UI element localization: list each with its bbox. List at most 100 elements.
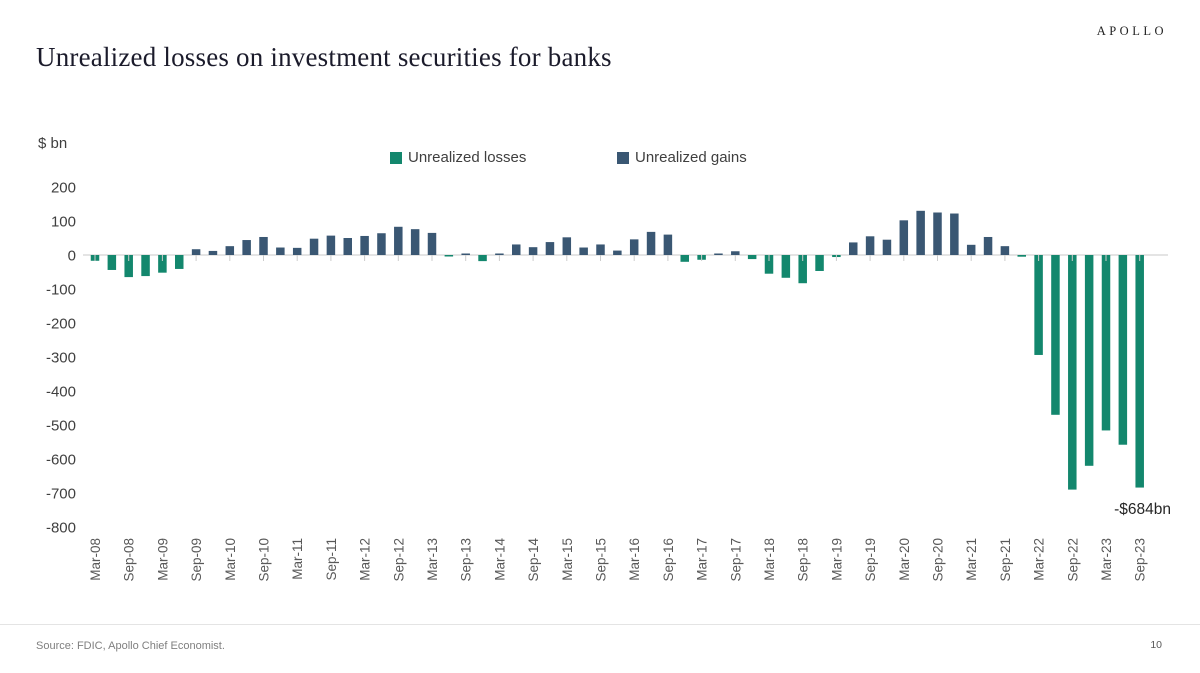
x-tick-label: Mar-13: [425, 538, 440, 581]
x-tick-label: Sep-15: [594, 538, 609, 582]
bar-Mar-11: [292, 247, 302, 255]
x-tick-label: Mar-09: [155, 538, 170, 581]
bar-Mar-16: [629, 239, 639, 255]
x-tick-label: Mar-08: [88, 538, 103, 581]
y-tick-label: -200: [46, 316, 76, 333]
legend-item-unrealized-gains: Unrealized gains: [617, 149, 747, 166]
bar-Jun-12: [377, 233, 386, 255]
y-tick-label: -700: [46, 486, 76, 503]
y-tick-label: -800: [46, 520, 76, 537]
bar-Dec-18: [815, 255, 824, 271]
x-tick-label: Sep-09: [189, 538, 204, 582]
legend-label: Unrealized gains: [635, 149, 747, 166]
bar-Sep-21: [1000, 246, 1010, 255]
bar-Dec-16: [680, 255, 689, 262]
bar-Sep-10: [259, 236, 268, 255]
x-tick-label: Sep-16: [661, 538, 676, 582]
x-tick-label: Mar-12: [358, 538, 373, 581]
bar-Dec-19: [882, 239, 892, 255]
x-tick-label: Sep-14: [526, 538, 541, 582]
bar-Jun-19: [849, 242, 858, 255]
bar-Dec-09: [208, 250, 218, 255]
bar-Sep-13: [461, 253, 470, 255]
x-tick-label: Sep-23: [1133, 538, 1148, 582]
bar-Mar-13: [427, 232, 437, 255]
x-tick-label: Mar-20: [897, 538, 912, 581]
x-tick-label: Mar-22: [1032, 538, 1047, 581]
apollo-logo: APOLLO: [1096, 24, 1167, 38]
bar-Dec-08: [141, 255, 150, 277]
bar-Sep-23: [1135, 255, 1144, 488]
source-note: Source: FDIC, Apollo Chief Economist.: [36, 640, 225, 652]
bar-Sep-11: [326, 235, 336, 255]
bar-Dec-10: [276, 247, 285, 255]
bar-Dec-12: [410, 229, 420, 255]
bar-Jun-16: [646, 231, 656, 255]
bar-Jun-22: [1051, 255, 1060, 415]
legend-label: Unrealized losses: [408, 149, 527, 166]
bar-Sep-08: [124, 255, 133, 278]
y-tick-label: 0: [68, 248, 76, 265]
y-axis-unit-label: $ bn: [38, 135, 68, 152]
x-tick-label: Sep-17: [728, 538, 743, 582]
bar-Jun-14: [512, 244, 521, 255]
bar-Sep-09: [191, 249, 201, 255]
y-tick-label: -400: [46, 384, 76, 401]
x-tick-label: Mar-19: [829, 538, 844, 581]
bar-Mar-14: [495, 253, 504, 255]
x-tick-label: Mar-14: [492, 538, 507, 581]
bar-Dec-17: [747, 255, 757, 260]
bar-Jun-17: [714, 253, 723, 255]
bar-Jun-18: [781, 255, 791, 278]
bar-Jun-08: [107, 255, 117, 270]
x-tick-label: Sep-08: [122, 538, 137, 582]
bar-Sep-16: [663, 234, 673, 255]
bar-Jun-13: [444, 255, 454, 257]
bar-Mar-23: [1101, 255, 1111, 431]
x-tick-label: Mar-11: [290, 538, 305, 580]
x-tick-label: Mar-15: [560, 538, 575, 581]
y-tick-label: -300: [46, 350, 76, 367]
bar-Sep-18: [798, 255, 807, 284]
bar-Dec-22: [1084, 255, 1094, 466]
bar-Mar-22: [1034, 255, 1043, 355]
page-title: Unrealized losses on investment securiti…: [36, 42, 612, 72]
bar-Dec-13: [478, 255, 487, 262]
bar-Sep-19: [865, 236, 875, 255]
x-tick-label: Sep-18: [796, 538, 811, 582]
bar-Jun-21: [983, 236, 993, 255]
x-tick-label: Mar-23: [1099, 538, 1114, 581]
x-tick-label: Sep-12: [391, 538, 406, 582]
bar-Mar-15: [562, 237, 572, 255]
legend-square-icon: [390, 151, 402, 164]
bar-Sep-20: [933, 212, 942, 255]
y-tick-label: 200: [51, 180, 76, 197]
x-tick-label: Sep-10: [257, 538, 272, 582]
legend-item-unrealized-losses: Unrealized losses: [390, 149, 526, 166]
bar-Dec-21: [1017, 255, 1026, 257]
bar-Jun-09: [175, 255, 184, 269]
x-tick-label: Sep-13: [459, 538, 474, 582]
y-tick-label: -600: [46, 452, 76, 469]
x-tick-label: Sep-22: [1065, 538, 1080, 582]
bar-Jun-10: [242, 240, 251, 255]
bar-Dec-14: [545, 242, 555, 255]
bar-Mar-18: [764, 255, 774, 274]
bar-Mar-21: [966, 244, 976, 255]
bar-Dec-15: [613, 250, 622, 255]
bar-Jun-23: [1118, 255, 1128, 445]
x-tick-label: Mar-18: [762, 538, 777, 581]
x-tick-label: Sep-21: [998, 538, 1013, 582]
bar-Jun-11: [309, 238, 319, 255]
x-tick-label: Mar-10: [223, 538, 238, 581]
x-tick-label: Mar-21: [964, 538, 979, 581]
y-tick-label: 100: [51, 214, 76, 231]
legend-square-icon: [617, 151, 629, 164]
bar-Mar-10: [225, 246, 235, 255]
bar-Sep-22: [1068, 255, 1077, 490]
bar-Mar-12: [360, 235, 369, 255]
bar-Dec-11: [343, 238, 352, 255]
bar-Jun-15: [579, 247, 588, 255]
